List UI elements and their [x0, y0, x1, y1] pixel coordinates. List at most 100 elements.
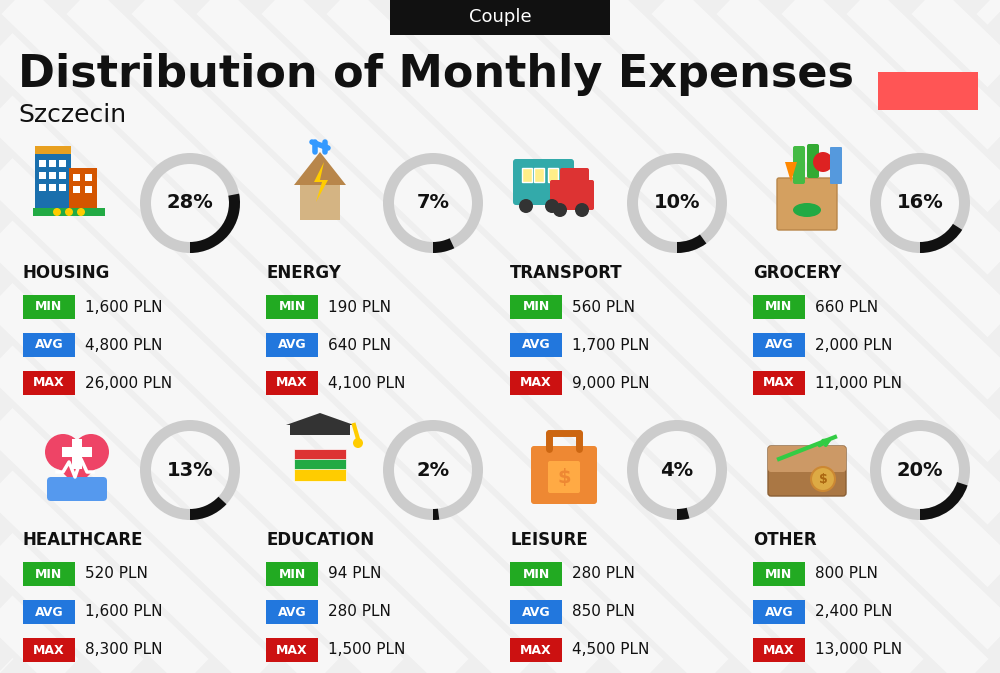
Polygon shape [294, 152, 346, 185]
FancyBboxPatch shape [548, 461, 580, 493]
Wedge shape [140, 153, 240, 253]
Text: MAX: MAX [276, 376, 308, 390]
Text: 16%: 16% [897, 194, 943, 213]
Text: MIN: MIN [522, 567, 550, 581]
FancyBboxPatch shape [807, 144, 819, 178]
FancyBboxPatch shape [266, 638, 318, 662]
Circle shape [545, 199, 559, 213]
Text: MIN: MIN [35, 567, 63, 581]
Text: 10%: 10% [654, 194, 700, 213]
FancyBboxPatch shape [294, 449, 346, 461]
Text: EDUCATION: EDUCATION [266, 531, 374, 549]
Text: MAX: MAX [763, 376, 795, 390]
Text: 1,600 PLN: 1,600 PLN [85, 604, 162, 620]
Text: MIN: MIN [765, 567, 793, 581]
FancyBboxPatch shape [830, 147, 842, 184]
Text: AVG: AVG [522, 606, 550, 618]
Text: 7%: 7% [416, 194, 450, 213]
Text: LEISURE: LEISURE [510, 531, 588, 549]
FancyBboxPatch shape [59, 160, 66, 167]
Text: 11,000 PLN: 11,000 PLN [815, 376, 902, 390]
Wedge shape [920, 482, 968, 520]
FancyBboxPatch shape [69, 168, 97, 210]
FancyBboxPatch shape [23, 333, 75, 357]
FancyBboxPatch shape [510, 638, 562, 662]
Wedge shape [677, 235, 706, 253]
Text: 13,000 PLN: 13,000 PLN [815, 643, 902, 658]
Text: 4,800 PLN: 4,800 PLN [85, 337, 162, 353]
Text: 800 PLN: 800 PLN [815, 567, 878, 581]
FancyBboxPatch shape [560, 168, 589, 186]
Wedge shape [677, 507, 689, 520]
Wedge shape [383, 153, 483, 253]
Text: AVG: AVG [522, 339, 550, 351]
FancyBboxPatch shape [300, 185, 340, 220]
Text: GROCERY: GROCERY [753, 264, 841, 282]
Circle shape [353, 438, 363, 448]
FancyBboxPatch shape [513, 159, 574, 205]
FancyBboxPatch shape [33, 208, 105, 216]
Text: MAX: MAX [33, 376, 65, 390]
FancyBboxPatch shape [85, 186, 92, 193]
Text: TRANSPORT: TRANSPORT [510, 264, 623, 282]
Circle shape [73, 434, 109, 470]
FancyBboxPatch shape [49, 172, 56, 179]
Text: MAX: MAX [520, 376, 552, 390]
Text: 2%: 2% [416, 460, 450, 479]
FancyBboxPatch shape [390, 0, 610, 35]
Polygon shape [286, 413, 354, 425]
Text: 190 PLN: 190 PLN [328, 299, 391, 314]
Text: 26,000 PLN: 26,000 PLN [85, 376, 172, 390]
FancyBboxPatch shape [534, 168, 544, 182]
Text: 280 PLN: 280 PLN [572, 567, 635, 581]
Text: Szczecin: Szczecin [18, 103, 126, 127]
Text: 280 PLN: 280 PLN [328, 604, 391, 620]
Text: 640 PLN: 640 PLN [328, 337, 391, 353]
Text: ENERGY: ENERGY [266, 264, 341, 282]
FancyBboxPatch shape [768, 446, 846, 472]
FancyBboxPatch shape [85, 174, 92, 181]
FancyBboxPatch shape [23, 371, 75, 395]
FancyBboxPatch shape [753, 371, 805, 395]
Text: MAX: MAX [276, 643, 308, 656]
Wedge shape [190, 497, 226, 520]
FancyBboxPatch shape [550, 180, 594, 210]
Text: OTHER: OTHER [753, 531, 817, 549]
Circle shape [519, 199, 533, 213]
Text: AVG: AVG [35, 606, 63, 618]
Text: 20%: 20% [897, 460, 943, 479]
Text: 94 PLN: 94 PLN [328, 567, 381, 581]
FancyBboxPatch shape [35, 152, 71, 210]
Text: 520 PLN: 520 PLN [85, 567, 148, 581]
FancyBboxPatch shape [49, 160, 56, 167]
Text: 1,700 PLN: 1,700 PLN [572, 337, 649, 353]
FancyBboxPatch shape [510, 562, 562, 586]
Circle shape [575, 203, 589, 217]
Circle shape [813, 152, 833, 172]
FancyBboxPatch shape [510, 295, 562, 319]
FancyBboxPatch shape [753, 600, 805, 624]
Wedge shape [870, 420, 970, 520]
Text: 660 PLN: 660 PLN [815, 299, 878, 314]
FancyBboxPatch shape [878, 72, 978, 110]
Wedge shape [870, 153, 970, 253]
Text: AVG: AVG [278, 606, 306, 618]
Text: 1,600 PLN: 1,600 PLN [85, 299, 162, 314]
Text: AVG: AVG [278, 339, 306, 351]
Wedge shape [920, 224, 962, 253]
Text: 28%: 28% [167, 194, 213, 213]
FancyBboxPatch shape [294, 459, 346, 471]
Wedge shape [190, 194, 240, 253]
Ellipse shape [793, 203, 821, 217]
FancyBboxPatch shape [39, 184, 46, 191]
Text: HEALTHCARE: HEALTHCARE [23, 531, 144, 549]
Text: MAX: MAX [33, 643, 65, 656]
Text: 8,300 PLN: 8,300 PLN [85, 643, 162, 658]
Wedge shape [383, 420, 483, 520]
Wedge shape [627, 420, 727, 520]
Text: $: $ [819, 472, 827, 485]
Circle shape [45, 434, 81, 470]
FancyBboxPatch shape [510, 600, 562, 624]
Text: 4,500 PLN: 4,500 PLN [572, 643, 649, 658]
Text: MIN: MIN [278, 567, 306, 581]
